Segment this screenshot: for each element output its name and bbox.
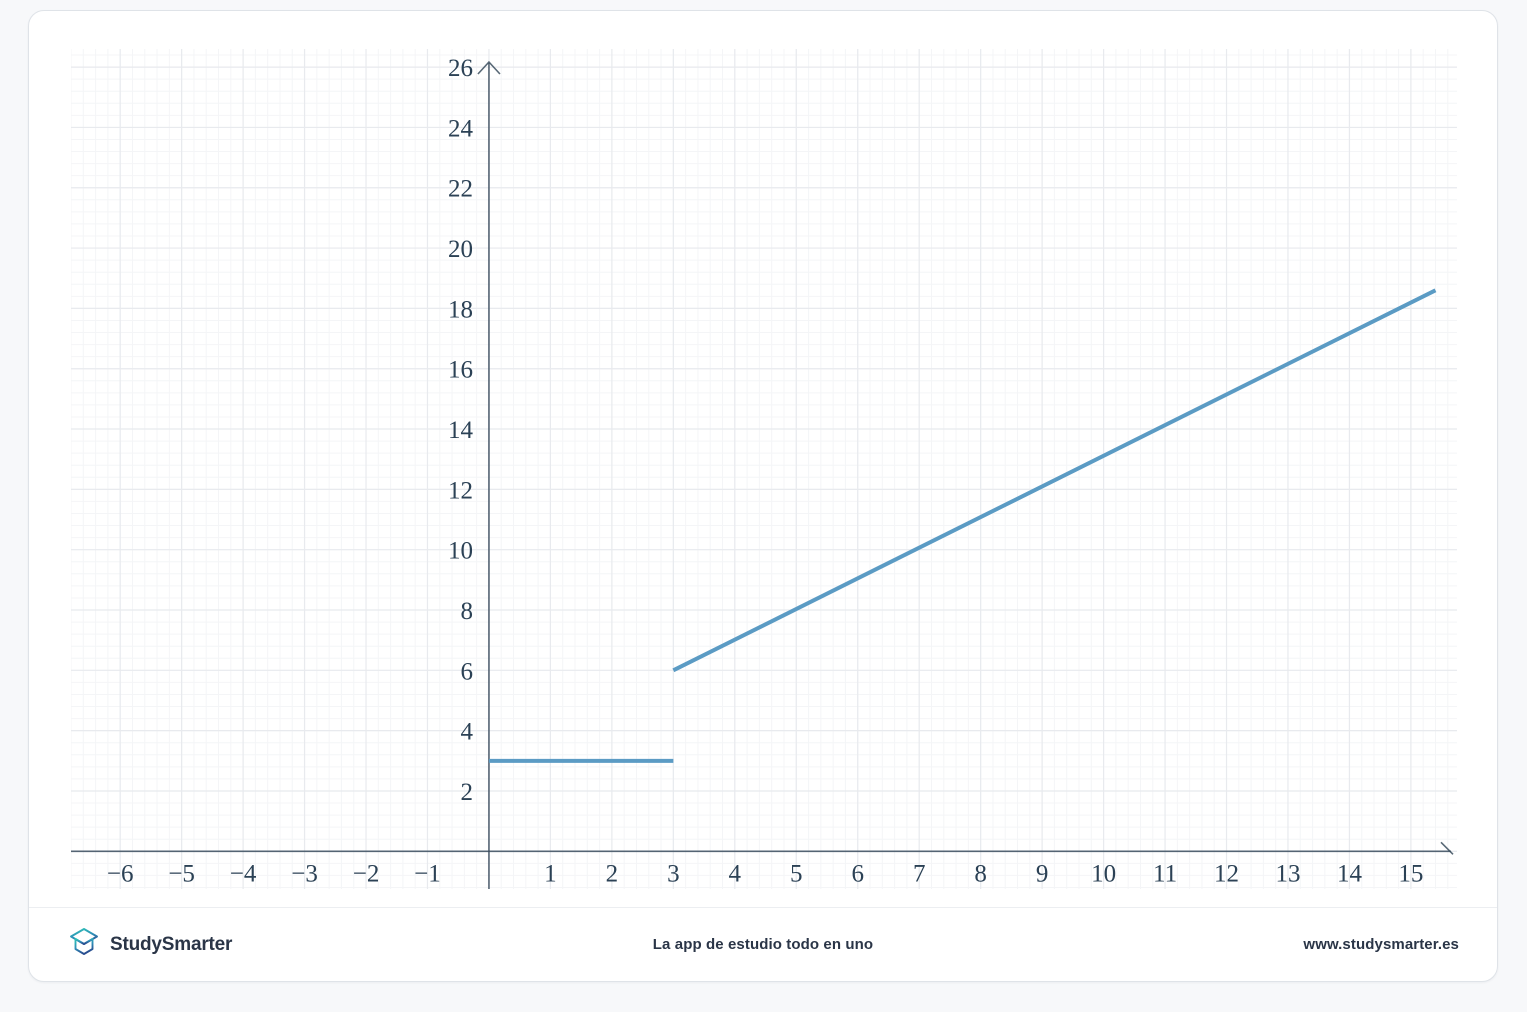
y-axis-arrowhead-icon xyxy=(477,60,501,75)
y-tick-label: 8 xyxy=(460,598,473,625)
brand-block: StudySmarter xyxy=(67,925,397,964)
x-tick-label: 3 xyxy=(667,860,680,887)
y-tick-label: 10 xyxy=(448,538,473,565)
x-tick-label: 4 xyxy=(729,860,742,887)
x-tick-label: −3 xyxy=(291,860,318,887)
y-tick-label: 16 xyxy=(448,357,473,384)
y-tick-label: 6 xyxy=(460,658,473,685)
x-tick-label: 8 xyxy=(974,860,987,887)
plot-area: −6 −5 −4 −3 −2 −1 1 2 3 4 5 6 7 8 9 10 11 12 13 14 15 2 4 6 8 10 1… xyxy=(71,49,1457,889)
grid-minor xyxy=(71,49,1457,889)
x-axis-arrowhead-icon xyxy=(1440,841,1454,855)
y-tick-label: 14 xyxy=(448,417,474,444)
data-series-group xyxy=(488,288,1437,763)
y-tick-label: 24 xyxy=(448,115,474,142)
y-tick-label: 2 xyxy=(460,779,473,806)
x-tick-label: −6 xyxy=(107,860,134,887)
x-tick-label: 13 xyxy=(1275,860,1300,887)
series-line xyxy=(672,288,1437,673)
y-tick-label: 22 xyxy=(448,176,473,203)
x-tick-label: −4 xyxy=(230,860,257,887)
chart-card: −6 −5 −4 −3 −2 −1 1 2 3 4 5 6 7 8 9 10 11 12 13 14 15 2 4 6 8 10 1… xyxy=(28,10,1498,982)
x-tick-label: −2 xyxy=(353,860,380,887)
studysmarter-cube-logo-icon xyxy=(67,925,101,964)
tick-labels: −6 −5 −4 −3 −2 −1 1 2 3 4 5 6 7 8 9 10 11 12 13 14 152468101… xyxy=(107,55,1424,887)
x-tick-label: −5 xyxy=(168,860,195,887)
x-tick-label: 12 xyxy=(1214,860,1239,887)
x-tick-label: 7 xyxy=(913,860,926,887)
y-tick-label: 20 xyxy=(448,236,473,263)
x-tick-label: 11 xyxy=(1153,860,1177,887)
x-tick-label: 6 xyxy=(851,860,864,887)
x-tick-label: 2 xyxy=(606,860,619,887)
axes xyxy=(71,60,1454,889)
x-tick-label: 10 xyxy=(1091,860,1116,887)
y-tick-label: 12 xyxy=(448,477,473,504)
footer-url: www.studysmarter.es xyxy=(1303,936,1459,953)
x-tick-label: −1 xyxy=(414,860,441,887)
grid-major xyxy=(71,49,1457,889)
x-tick-label: 15 xyxy=(1398,860,1423,887)
y-tick-label: 18 xyxy=(448,296,473,323)
x-tick-label: 14 xyxy=(1337,860,1363,887)
footer-bar: StudySmarter La app de estudio todo en u… xyxy=(29,907,1497,981)
x-tick-label: 9 xyxy=(1036,860,1049,887)
y-tick-label: 4 xyxy=(460,719,473,746)
x-tick-label: 1 xyxy=(544,860,557,887)
x-tick-label: 5 xyxy=(790,860,803,887)
footer-tagline: La app de estudio todo en uno xyxy=(652,936,874,953)
brand-name: StudySmarter xyxy=(110,933,233,955)
coordinate-plane-svg: −6 −5 −4 −3 −2 −1 1 2 3 4 5 6 7 8 9 10 11 12 13 14 152468101… xyxy=(71,49,1457,889)
y-tick-label: 26 xyxy=(448,55,473,82)
